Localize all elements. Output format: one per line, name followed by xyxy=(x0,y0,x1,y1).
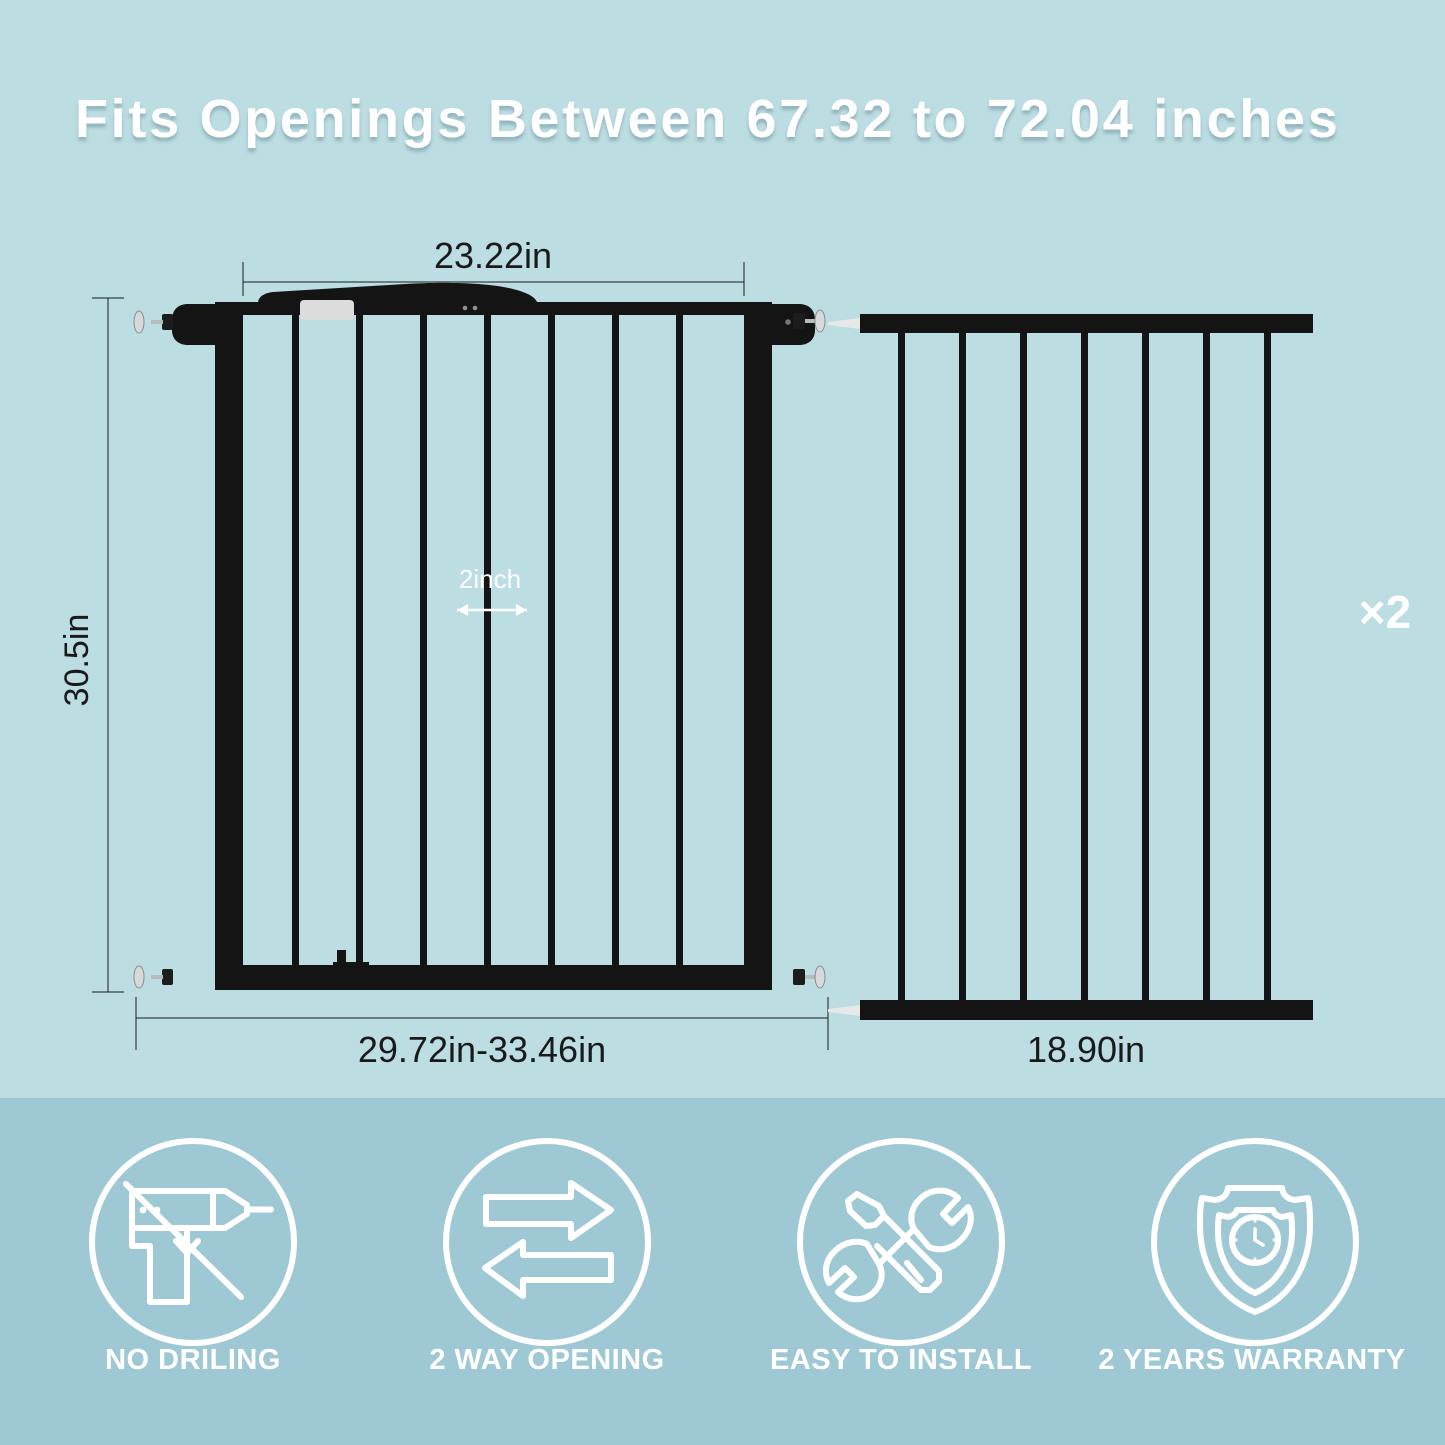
svg-text:18.90in: 18.90in xyxy=(1027,1029,1145,1070)
svg-text:29.72in-33.46in: 29.72in-33.46in xyxy=(358,1029,606,1070)
svg-text:23.22in: 23.22in xyxy=(434,235,552,276)
svg-text:×2: ×2 xyxy=(1359,586,1411,638)
svg-text:2inch: 2inch xyxy=(459,564,521,594)
svg-text:30.5in: 30.5in xyxy=(58,614,96,707)
